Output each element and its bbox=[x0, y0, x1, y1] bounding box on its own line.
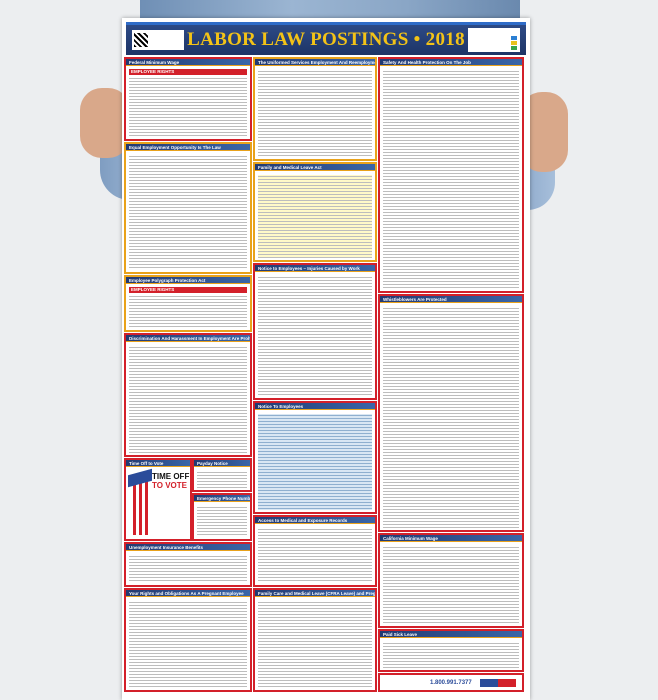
section-title: The Uniformed Services Employment And Re… bbox=[255, 59, 375, 66]
vote-headline-red: TO VOTE bbox=[152, 481, 187, 490]
ballot-box-icon bbox=[130, 480, 150, 535]
section-title: Notice To Employees bbox=[255, 403, 375, 410]
brand-logo bbox=[480, 679, 516, 687]
section-title: Notice to Employees – Injuries Caused by… bbox=[255, 265, 375, 272]
section-title: Federal Minimum Wage bbox=[126, 59, 250, 66]
section-eeo: Equal Employment Opportunity Is The Law bbox=[124, 142, 252, 274]
section-injuries-notice: Notice to Employees – Injuries Caused by… bbox=[253, 263, 377, 400]
section-title: Family and Medical Leave Act bbox=[255, 164, 375, 171]
footer-phone: 1.800.991.7377 bbox=[430, 680, 472, 686]
poster-header: LABOR LAW POSTINGS • 2018 bbox=[126, 22, 526, 55]
labor-law-poster: LABOR LAW POSTINGS • 2018 Federal Minimu… bbox=[122, 18, 530, 700]
left-hand bbox=[80, 88, 130, 158]
section-banner: EMPLOYEE RIGHTS bbox=[129, 287, 247, 293]
poster-title: LABOR LAW POSTINGS • 2018 bbox=[187, 29, 465, 50]
section-banner: EMPLOYEE RIGHTS bbox=[129, 69, 247, 75]
section-title: California Minimum Wage bbox=[380, 535, 522, 542]
section-title: Whistleblowers Are Protected bbox=[380, 296, 522, 303]
footer-box: 1.800.991.7377 bbox=[378, 673, 524, 692]
section-title: Safety And Health Protection On The Job bbox=[380, 59, 522, 66]
section-title: Discrimination And Harassment In Employm… bbox=[126, 335, 250, 342]
section-polygraph: Employee Polygraph Protection Act EMPLOYE… bbox=[124, 275, 252, 332]
section-unemployment: Unemployment Insurance Benefits bbox=[124, 542, 252, 587]
section-emergency-numbers: Emergency Phone Numbers bbox=[192, 493, 252, 541]
section-safety-health: Safety And Health Protection On The Job bbox=[378, 57, 524, 293]
section-title: Payday Notice bbox=[194, 460, 250, 467]
qr-code-box bbox=[132, 30, 184, 50]
vote-headline: TIME OFF bbox=[152, 472, 190, 481]
section-ca-min-wage: California Minimum Wage bbox=[378, 533, 524, 628]
section-cfra: Family Care and Medical Leave (CFRA Leav… bbox=[253, 588, 377, 692]
section-title: Your Rights and Obligations As A Pregnan… bbox=[126, 590, 250, 597]
section-notice-to-employees: Notice To Employees bbox=[253, 401, 377, 514]
section-title: Emergency Phone Numbers bbox=[194, 495, 250, 502]
section-title: Time Off to Vote bbox=[126, 460, 190, 467]
section-time-off-to-vote: Time Off to Vote TIME OFF TO VOTE bbox=[124, 458, 192, 541]
section-title: Unemployment Insurance Benefits bbox=[126, 544, 250, 551]
section-payday-notice: Payday Notice bbox=[192, 458, 252, 492]
color-legend bbox=[468, 28, 520, 52]
section-title: Employee Polygraph Protection Act bbox=[126, 277, 250, 284]
section-medical-records: Access to Medical and Exposure Records bbox=[253, 515, 377, 587]
section-title: Access to Medical and Exposure Records bbox=[255, 517, 375, 524]
section-fmla: Family and Medical Leave Act bbox=[253, 162, 377, 262]
section-pregnant-employee: Your Rights and Obligations As A Pregnan… bbox=[124, 588, 252, 692]
section-discrimination: Discrimination And Harassment In Employm… bbox=[124, 333, 252, 457]
section-title: Paid Sick Leave bbox=[380, 631, 522, 638]
section-title: Family Care and Medical Leave (CFRA Leav… bbox=[255, 590, 375, 597]
qr-code-icon bbox=[134, 33, 148, 47]
section-userra: The Uniformed Services Employment And Re… bbox=[253, 57, 377, 161]
section-federal-min-wage: Federal Minimum Wage EMPLOYEE RIGHTS bbox=[124, 57, 252, 141]
section-title: Equal Employment Opportunity Is The Law bbox=[126, 144, 250, 151]
section-whistleblowers: Whistleblowers Are Protected bbox=[378, 294, 524, 532]
section-paid-sick-leave: Paid Sick Leave bbox=[378, 629, 524, 672]
